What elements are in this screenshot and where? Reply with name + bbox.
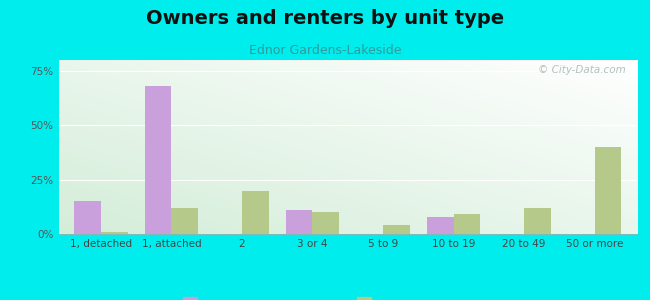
Bar xyxy=(242,190,268,234)
Bar xyxy=(524,208,551,234)
Bar xyxy=(313,212,339,234)
Bar xyxy=(144,86,172,234)
Text: Ednor Gardens-Lakeside: Ednor Gardens-Lakeside xyxy=(249,44,401,56)
Bar xyxy=(101,232,127,234)
Bar xyxy=(172,208,198,234)
Bar xyxy=(383,225,410,234)
Bar xyxy=(454,214,480,234)
Text: Owners and renters by unit type: Owners and renters by unit type xyxy=(146,9,504,28)
Bar xyxy=(427,217,454,234)
Text: © City-Data.com: © City-Data.com xyxy=(538,65,625,75)
Bar xyxy=(74,201,101,234)
Legend: Owner occupied units, Renter occupied units: Owner occupied units, Renter occupied un… xyxy=(178,295,517,300)
Bar xyxy=(595,147,621,234)
Bar xyxy=(285,210,313,234)
